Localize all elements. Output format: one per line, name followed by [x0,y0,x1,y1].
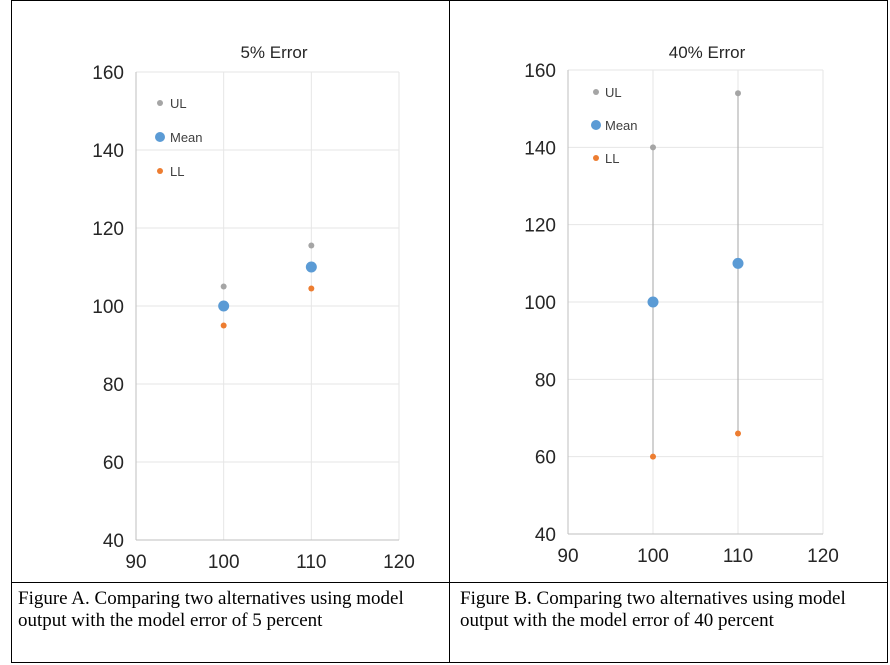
data-point-mean [732,257,744,269]
x-tick-label: 90 [125,552,146,573]
y-tick-label: 60 [103,453,124,474]
legend-marker-mean [591,120,601,130]
legend-marker-mean [155,132,165,142]
legend-marker-ll [593,155,599,161]
y-tick-label: 100 [524,293,556,314]
x-tick-label: 100 [208,552,240,573]
x-tick-label: 120 [383,552,415,573]
data-point-ul [220,283,227,290]
data-point-ll [220,322,227,329]
y-tick-label: 40 [103,531,124,552]
legend-label-ul: UL [170,96,187,111]
y-tick-label: 160 [524,61,556,82]
x-tick-label: 100 [637,546,669,567]
y-tick-label: 60 [535,448,556,469]
data-point-mean [305,261,317,273]
data-point-ll [735,430,741,437]
y-tick-label: 120 [92,219,124,240]
caption-figure-b: Figure B. Comparing two alternatives usi… [460,588,846,631]
caption-row-divider [11,582,888,583]
chart-title: 40% Error [669,43,746,62]
y-tick-label: 80 [535,370,556,391]
legend-label-mean: Mean [605,118,638,133]
data-point-ll [308,285,315,292]
legend-label-mean: Mean [170,130,203,145]
legend-label-ul: UL [605,85,622,100]
x-tick-label: 120 [807,546,839,567]
x-tick-label: 90 [557,546,578,567]
y-tick-label: 40 [535,525,556,546]
data-point-ul [308,242,315,249]
legend-marker-ll [157,168,163,174]
y-tick-label: 140 [524,138,556,159]
legend-label-ll: LL [605,151,619,166]
y-tick-label: 140 [92,141,124,162]
data-point-ul [735,90,741,97]
data-point-ll [650,453,656,460]
data-point-ul [650,144,656,151]
data-point-mean [647,296,659,308]
chart-title: 5% Error [240,43,307,62]
y-tick-label: 160 [92,63,124,84]
y-tick-label: 100 [92,297,124,318]
column-divider [449,0,450,663]
legend-marker-ul [157,100,163,106]
caption-figure-a: Figure A. Comparing two alternatives usi… [18,588,404,631]
y-tick-label: 120 [524,216,556,237]
legend-marker-ul [593,89,599,95]
legend-label-ll: LL [170,164,184,179]
y-tick-label: 80 [103,375,124,396]
x-tick-label: 110 [296,552,326,573]
x-tick-label: 110 [723,546,753,567]
data-point-mean [218,300,230,312]
